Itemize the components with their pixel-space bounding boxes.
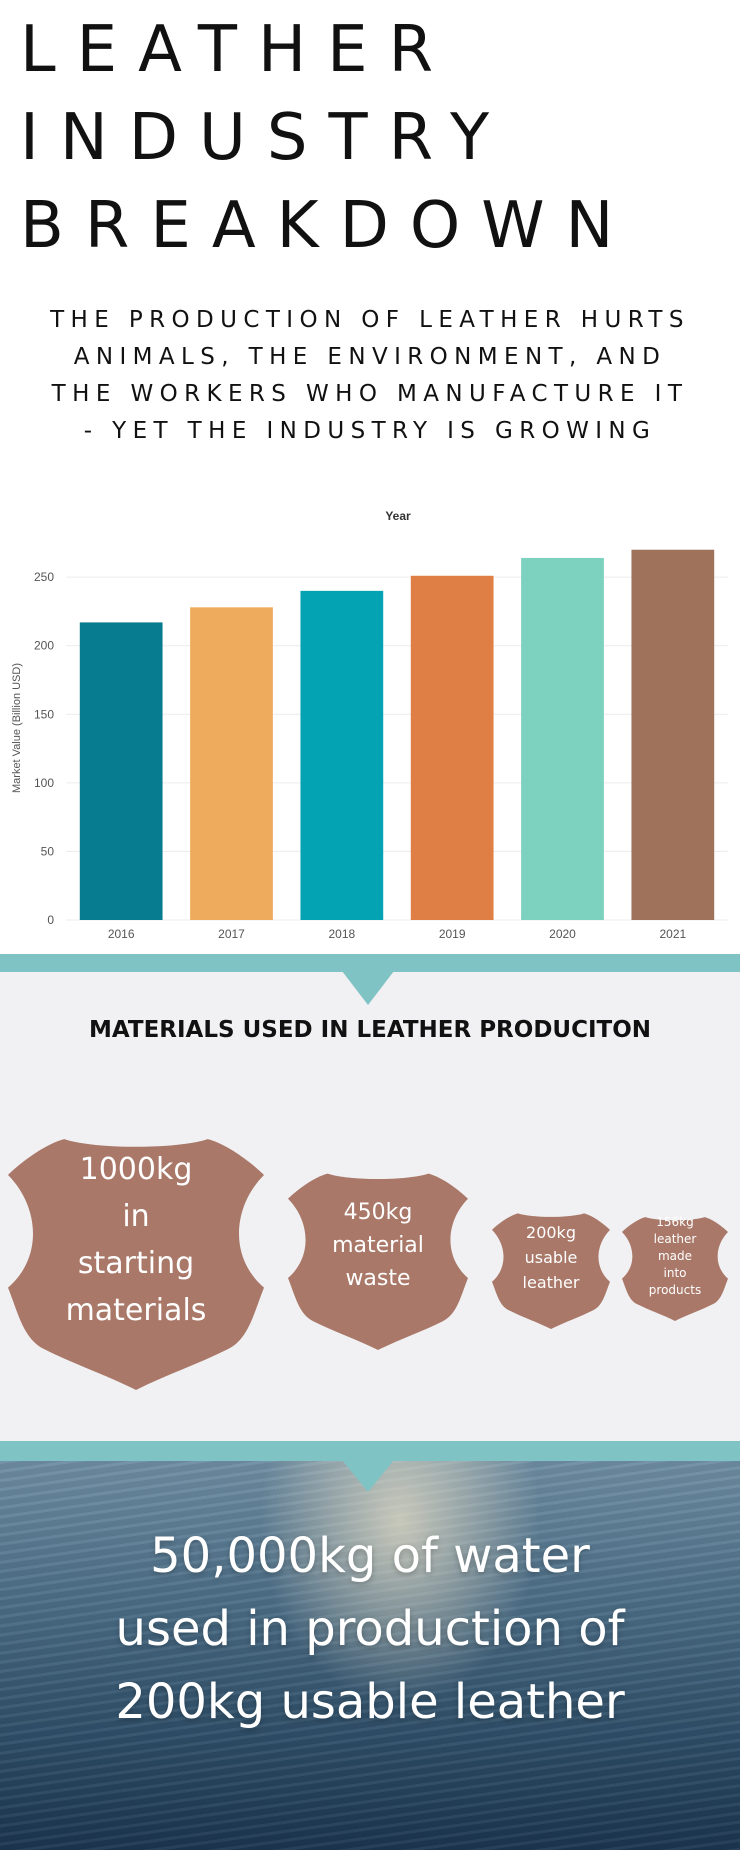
- divider-arrow: [342, 1460, 394, 1492]
- y-tick-label: 100: [34, 776, 54, 790]
- water-background: [0, 1461, 740, 1850]
- bar-chart-svg: Year 0 50 100 150 200 250 Market Value (Billion…: [11, 509, 728, 941]
- hide-label-156kg: 156kg leather made into products: [630, 1210, 720, 1302]
- hide-label-450kg: 450kg material waste: [308, 1190, 448, 1300]
- subtitle-line: ANIMALS, THE ENVIRONMENT, AND: [73, 344, 667, 370]
- hide-label-line: products: [648, 1282, 702, 1297]
- hide-label-1000kg: 1000kg in starting materials: [28, 1140, 244, 1340]
- y-tick-label: 150: [34, 707, 54, 721]
- subtitle-line: THE PRODUCTION OF LEATHER HURTS: [50, 307, 690, 333]
- page-subtitle: THE PRODUCTION OF LEATHER HURTS ANIMALS,…: [0, 302, 740, 450]
- leather-hide-shape: [622, 1217, 728, 1321]
- leather-hide-200kg: [492, 1213, 610, 1329]
- leather-hide-1000kg: [8, 1139, 264, 1390]
- hide-label-line: starting: [77, 1246, 195, 1281]
- subtitle-line: THE WORKERS WHO MANUFACTURE IT: [51, 381, 689, 407]
- y-tick-label: 250: [34, 570, 54, 584]
- chart-title: Year: [385, 509, 411, 523]
- water-line: 50,000kg of water: [150, 1528, 590, 1584]
- hide-label-line: into: [663, 1265, 687, 1280]
- y-tick-label: 200: [34, 639, 54, 653]
- leather-hide-shape: [492, 1213, 610, 1329]
- hide-label-line: 450kg: [343, 1199, 413, 1225]
- market-value-chart: Year 0 50 100 150 200 250 Market Value (Billion…: [0, 500, 740, 950]
- hide-label-line: waste: [345, 1265, 411, 1291]
- section-divider: [0, 1441, 740, 1461]
- title-line: INDUSTRY: [20, 101, 511, 175]
- hide-label-line: 1000kg: [79, 1152, 193, 1187]
- x-tick-label: 2017: [218, 927, 245, 941]
- bar-2020: [521, 557, 604, 920]
- bar-2017: [190, 607, 273, 920]
- x-tick-label: 2021: [659, 927, 686, 941]
- leather-hide-450kg: [288, 1173, 468, 1350]
- bar-2021: [631, 549, 715, 920]
- x-tick-label: 2019: [439, 927, 466, 941]
- hide-label-line: leather: [522, 1272, 580, 1292]
- leather-hide-shape: [288, 1173, 468, 1350]
- hide-label-line: in: [122, 1199, 150, 1234]
- x-tick-label: 2018: [328, 927, 355, 941]
- title-line: BREAKDOWN: [20, 189, 635, 263]
- hide-label-line: materials: [65, 1293, 207, 1328]
- title-line: LEATHER: [20, 13, 455, 87]
- subtitle-line: - YET THE INDUSTRY IS GROWING: [83, 418, 657, 444]
- bar-2019: [410, 575, 494, 920]
- leather-hide-shape: [8, 1139, 264, 1390]
- bar-2016: [79, 622, 163, 920]
- hide-label-200kg: 200kg usable leather: [502, 1218, 600, 1296]
- hide-label-line: made: [657, 1248, 693, 1263]
- hide-label-line: material: [332, 1232, 424, 1258]
- page-title: LEATHER INDUSTRY BREAKDOWN: [20, 6, 634, 270]
- x-tick-label: 2016: [108, 927, 135, 941]
- hide-label-line: usable: [524, 1247, 578, 1267]
- divider-arrow: [342, 971, 394, 1005]
- leather-hide-156kg: [622, 1217, 728, 1321]
- y-tick-label: 50: [41, 844, 55, 858]
- y-tick-label: 0: [47, 913, 54, 927]
- water-usage-statement: 50,000kg of water used in production of …: [0, 1520, 740, 1739]
- section-divider: [0, 954, 740, 972]
- hide-label-line: 156kg: [656, 1214, 694, 1229]
- y-axis-label: Market Value (Billion USD): [11, 663, 23, 793]
- water-line: used in production of: [115, 1601, 625, 1657]
- hide-label-line: leather: [653, 1231, 697, 1246]
- x-tick-label: 2020: [549, 927, 576, 941]
- hide-label-line: 200kg: [526, 1222, 576, 1242]
- bar-2018: [300, 590, 384, 920]
- water-line: 200kg usable leather: [115, 1674, 625, 1730]
- materials-title: MATERIALS USED IN LEATHER PRODUCITON: [88, 1017, 652, 1043]
